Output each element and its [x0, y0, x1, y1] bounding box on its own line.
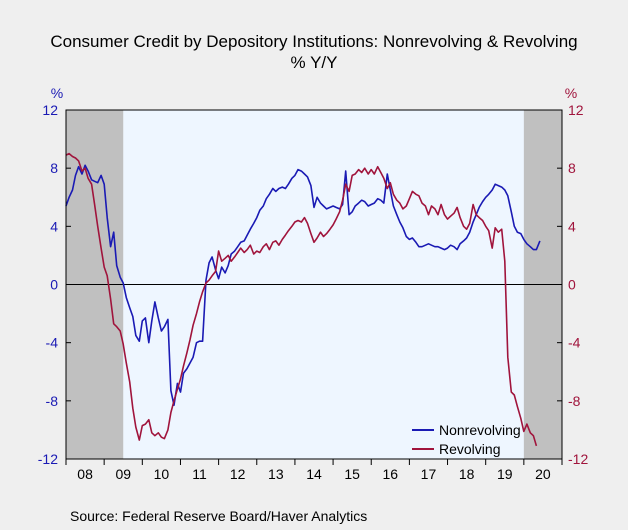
right-tick-label: 12 — [568, 102, 584, 118]
left-tick-label: 4 — [50, 218, 58, 234]
left-tick-label: -12 — [38, 451, 58, 467]
right-tick-label: 0 — [568, 277, 576, 293]
right-axis-unit: % — [565, 85, 577, 101]
series-line-revolving — [65, 152, 538, 447]
x-tick-label: 10 — [154, 466, 170, 482]
left-tick-label: -8 — [46, 393, 59, 409]
left-axis-unit: % — [51, 85, 63, 101]
legend: Nonrevolving Revolving — [412, 422, 521, 457]
right-tick-label: -8 — [568, 393, 581, 409]
x-tick-label: 08 — [77, 466, 93, 482]
x-tick-label: 18 — [459, 466, 475, 482]
right-tick-label: -12 — [568, 451, 588, 467]
right-tick-label: -4 — [568, 335, 581, 351]
x-tick-label: 20 — [535, 466, 551, 482]
x-tick-label: 09 — [115, 466, 131, 482]
source-note: Source: Federal Reserve Board/Haver Anal… — [70, 508, 367, 524]
right-tick-label: 8 — [568, 160, 576, 176]
chart-subtitle: % Y/Y — [291, 53, 338, 72]
right-tick-label: 4 — [568, 218, 576, 234]
legend-label-revolving: Revolving — [439, 441, 500, 457]
x-tick-label: 15 — [344, 466, 360, 482]
x-tick-label: 17 — [421, 466, 437, 482]
x-tick-label: 16 — [383, 466, 399, 482]
x-tick-label: 14 — [306, 466, 322, 482]
left-tick-label: 8 — [50, 160, 58, 176]
left-tick-label: 0 — [50, 277, 58, 293]
x-tick-label: 12 — [230, 466, 246, 482]
left-tick-label: 12 — [42, 102, 58, 118]
x-tick-label: 13 — [268, 466, 284, 482]
legend-label-nonrevolving: Nonrevolving — [439, 422, 521, 438]
x-tick-label: 11 — [192, 466, 207, 482]
series-line-nonrevolving — [65, 164, 541, 406]
plot-area: 12 12 8 8 4 4 0 0 -4 -4 -8 -8 -12 -12 08 09 10 11 12 13 14 15… — [38, 102, 589, 482]
chart-title: Consumer Credit by Depository Institutio… — [50, 32, 577, 51]
left-tick-label: -4 — [46, 335, 59, 351]
x-tick-label: 19 — [497, 466, 513, 482]
